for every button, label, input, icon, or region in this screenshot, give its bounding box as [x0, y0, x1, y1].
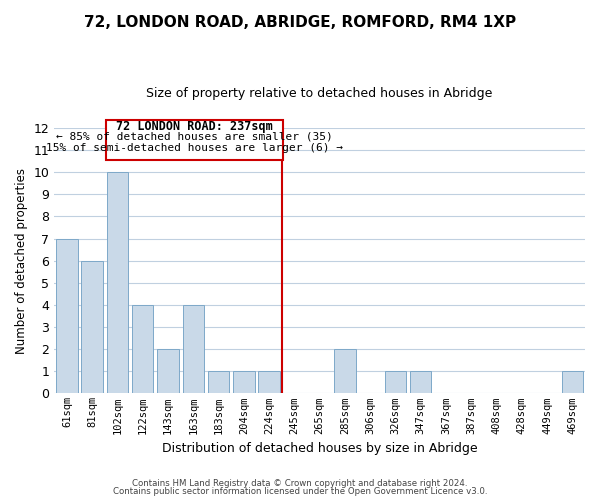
Text: 15% of semi-detached houses are larger (6) →: 15% of semi-detached houses are larger (… [46, 143, 343, 153]
Bar [334, 349, 356, 394]
Y-axis label: Number of detached properties: Number of detached properties [15, 168, 28, 354]
Bar [82, 260, 103, 394]
Bar [107, 172, 128, 394]
Bar [410, 372, 431, 394]
Text: Contains HM Land Registry data © Crown copyright and database right 2024.: Contains HM Land Registry data © Crown c… [132, 478, 468, 488]
FancyBboxPatch shape [106, 120, 283, 160]
Bar [132, 305, 154, 394]
Bar [562, 372, 583, 394]
Text: Contains public sector information licensed under the Open Government Licence v3: Contains public sector information licen… [113, 488, 487, 496]
Bar [56, 238, 77, 394]
Text: ← 85% of detached houses are smaller (35): ← 85% of detached houses are smaller (35… [56, 132, 333, 142]
Bar [259, 372, 280, 394]
Text: 72, LONDON ROAD, ABRIDGE, ROMFORD, RM4 1XP: 72, LONDON ROAD, ABRIDGE, ROMFORD, RM4 1… [84, 15, 516, 30]
Bar [157, 349, 179, 394]
X-axis label: Distribution of detached houses by size in Abridge: Distribution of detached houses by size … [162, 442, 478, 455]
Text: 72 LONDON ROAD: 237sqm: 72 LONDON ROAD: 237sqm [116, 120, 273, 133]
Bar [182, 305, 204, 394]
Bar [385, 372, 406, 394]
Bar [208, 372, 229, 394]
Title: Size of property relative to detached houses in Abridge: Size of property relative to detached ho… [146, 88, 493, 101]
Bar [233, 372, 254, 394]
